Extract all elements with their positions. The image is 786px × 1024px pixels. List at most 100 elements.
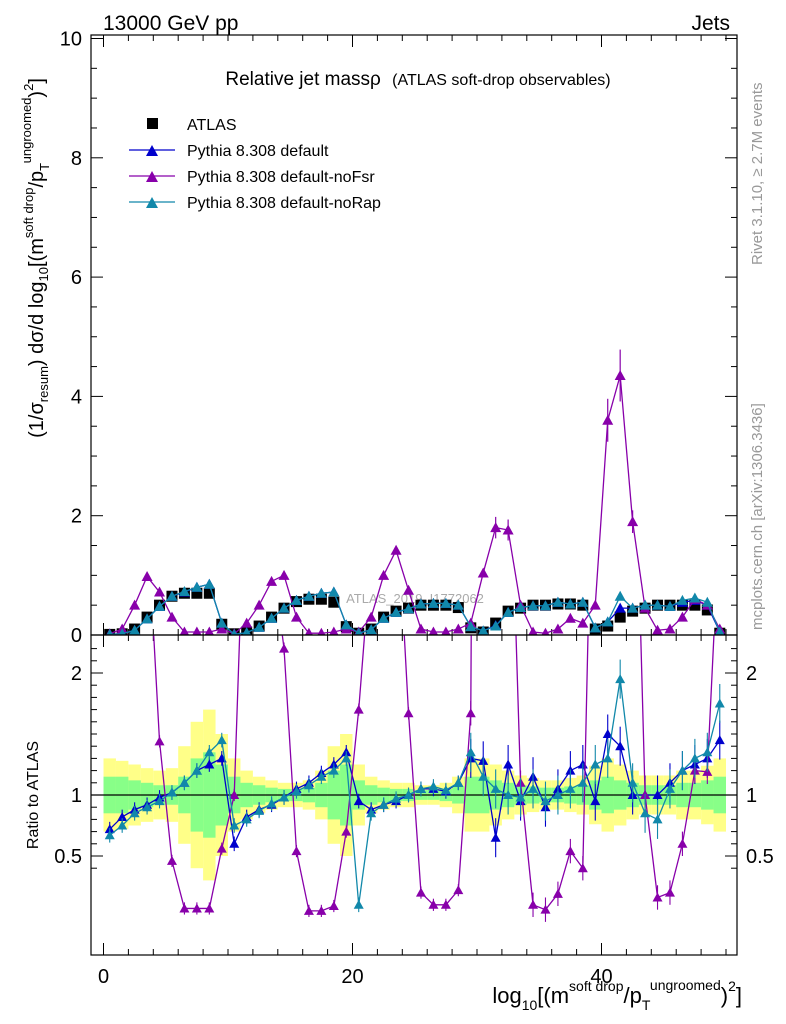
legend-label-atlas: ATLAS: [187, 117, 237, 134]
series-point-3: [515, 602, 527, 613]
series-point-2: [329, 626, 339, 635]
series-point-2: [502, 524, 514, 535]
ratio-point-0: [229, 838, 240, 848]
series-point-2: [241, 617, 253, 628]
ratio-point-1: [677, 838, 688, 848]
series-point-2: [676, 611, 688, 622]
series-point-3: [427, 597, 439, 608]
main-series-layer: [104, 349, 726, 635]
series-point-3: [465, 621, 477, 632]
ratio-point-0: [117, 811, 128, 821]
ratio-point-1: [366, 546, 376, 555]
series-point-3: [290, 594, 302, 605]
series-point-3: [166, 590, 178, 601]
ratio-point-1: [403, 708, 414, 718]
series-point-2: [452, 623, 464, 634]
series-point-2: [441, 626, 451, 635]
series-point-2: [216, 623, 228, 634]
ratio-point-2: [266, 798, 277, 808]
ratio-point-2: [528, 783, 539, 793]
ratio-point-2: [117, 820, 128, 830]
series-point-3: [106, 628, 114, 635]
series-point-2: [528, 626, 538, 635]
ratio-point-2: [204, 747, 215, 757]
ratio-point-1: [391, 479, 401, 488]
ratio-y-axis-label: Ratio to ATLAS: [25, 741, 42, 849]
ratio-point-2: [552, 790, 563, 799]
main-y-tick-label: 6: [71, 267, 82, 289]
series-point-1: [614, 602, 626, 613]
ratio-point-2: [689, 753, 700, 763]
series-point-3: [230, 628, 238, 635]
atlas-point: [315, 593, 327, 605]
series-point-3: [589, 622, 601, 633]
series-point-3: [440, 597, 452, 608]
ratio-point-2: [540, 796, 551, 806]
ratio-point-2: [490, 783, 501, 793]
ratio-point-0: [353, 796, 364, 806]
ratio-point-2: [154, 796, 165, 806]
atlas-point: [328, 596, 340, 608]
series-point-3: [278, 602, 290, 613]
ratio-point-2: [415, 783, 426, 793]
ratio-point-2: [677, 765, 688, 775]
series-point-3: [602, 616, 614, 627]
atlas-point: [191, 587, 203, 599]
ratio-point-0: [714, 735, 725, 745]
ratio-line-2: [109, 678, 721, 905]
series-point-2: [365, 611, 377, 622]
series-point-3: [527, 600, 539, 611]
series-point-3: [577, 596, 589, 607]
ratio-point-0: [490, 832, 501, 842]
legend-marker-atlas: [147, 118, 158, 129]
series-point-2: [378, 569, 390, 580]
series-point-3: [216, 617, 228, 628]
series-point-2: [179, 626, 190, 635]
series-point-2: [390, 544, 402, 555]
series-point-3: [378, 612, 390, 623]
atlas-point: [614, 611, 626, 623]
series-point-3: [253, 621, 265, 632]
ratio-point-2: [179, 777, 190, 787]
ratio-point-1: [130, 302, 140, 311]
ratio-point-1: [540, 904, 551, 914]
main-y-tick-label: 4: [71, 386, 82, 408]
ratio-point-1: [316, 905, 327, 915]
ratio-y-tick-label: 2: [71, 663, 82, 685]
ratio-point-2: [328, 765, 339, 775]
series-point-3: [539, 600, 551, 611]
series-point-3: [701, 596, 713, 607]
ratio-y-tick-label-right: 2: [746, 663, 757, 685]
ratio-point-1: [166, 855, 177, 865]
series-point-3: [676, 594, 688, 605]
main-y-axis-label: (1/σresum) dσ/d log10[(msoft drop/pTungr…: [19, 78, 52, 438]
mcplots-label: mcplots.cern.ch [arXiv:1306.3436]: [749, 403, 766, 630]
series-point-3: [564, 598, 576, 609]
series-point-2: [192, 626, 202, 635]
ratio-point-2: [714, 698, 725, 708]
series-point-3: [403, 603, 415, 614]
ratio-point-2: [378, 799, 389, 809]
ratio-point-1: [229, 790, 240, 799]
series-point-3: [365, 624, 377, 635]
ratio-point-2: [515, 792, 526, 802]
header-left: 13000 GeV pp: [103, 12, 238, 35]
legend-label-nofsr: Pythia 8.308 default-noFsr: [187, 169, 375, 186]
ratio-point-1: [577, 863, 588, 873]
series-point-3: [178, 585, 190, 596]
ratio-point-1: [652, 892, 663, 902]
series-point-2: [266, 575, 278, 586]
series-point-3: [328, 586, 340, 597]
ratio-point-1: [428, 899, 439, 909]
series-point-3: [715, 626, 725, 635]
legend-marker-default: [146, 145, 158, 156]
series-point-3: [502, 606, 514, 617]
series-point-3: [203, 578, 215, 589]
ratio-point-2: [191, 765, 202, 775]
series-point-2: [278, 569, 290, 580]
series-point-2: [627, 516, 639, 527]
ratio-point-1: [267, 546, 277, 555]
x-tick-label: 20: [341, 966, 363, 988]
series-point-2: [428, 626, 439, 635]
